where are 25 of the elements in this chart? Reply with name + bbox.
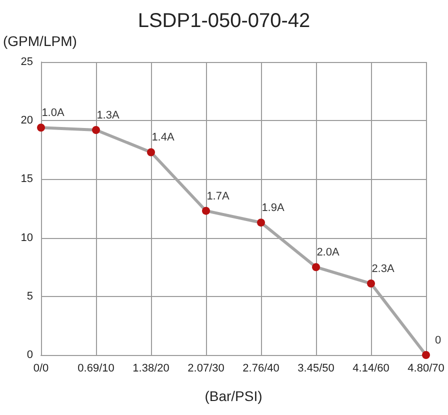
y-tick-label: 0 (26, 349, 33, 361)
y-axis-title: (GPM/LPM) (3, 33, 77, 49)
x-tick-label: 2.76/40 (242, 362, 280, 374)
annotation: 1.3A (96, 109, 120, 122)
annotation: 2.0A (316, 246, 340, 259)
annotation: 1.7A (206, 190, 230, 202)
x-axis-title: (Bar/PSI) (204, 388, 262, 404)
annotation: 1.4A (152, 132, 175, 144)
y-tick-label: 15 (20, 173, 33, 186)
y-tick-label: 10 (20, 232, 33, 244)
annotation: 2.3A (372, 263, 395, 276)
x-tick-label: 0/0 (33, 362, 49, 374)
y-tick-label: 25 (20, 56, 33, 68)
y-tick-label: 5 (26, 290, 33, 302)
x-tick-label: 1.38/20 (132, 362, 170, 374)
y-tick-label: 20 (20, 114, 33, 127)
annotation: 1.0A (42, 107, 65, 120)
x-tick-label: 3.45/50 (298, 362, 334, 374)
x-tick-label: 2.07/30 (188, 362, 224, 374)
x-tick-label: 0.69/10 (78, 362, 114, 374)
x-tick-label: 4.14/60 (352, 362, 390, 374)
annotation: 0 (434, 334, 442, 346)
x-tick-label: 4.80/70 (408, 362, 444, 374)
chart-title: LSDP1-050-070-42 (138, 10, 310, 32)
annotation: 1.9A (262, 202, 285, 214)
